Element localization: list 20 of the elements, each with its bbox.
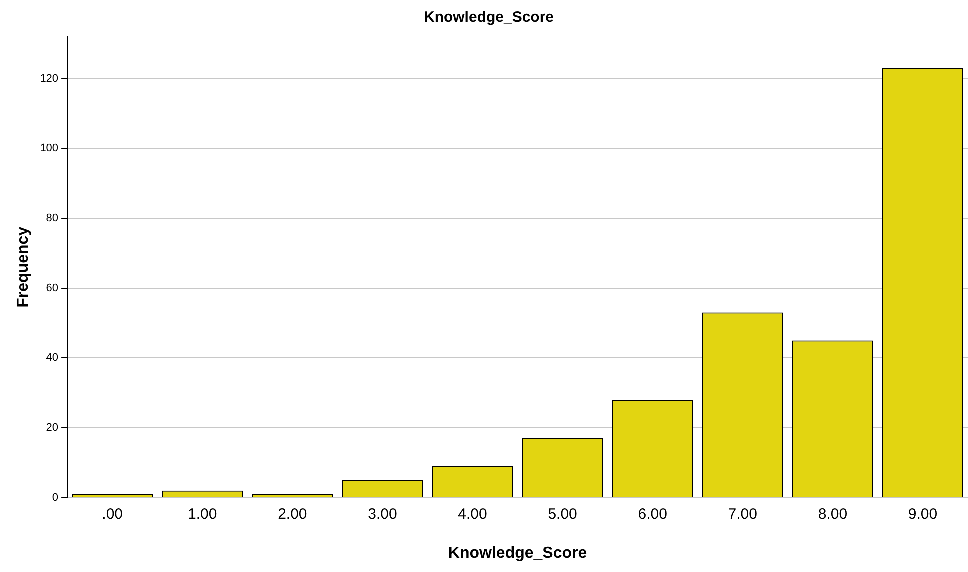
x-tick-label: 5.00 [548,506,578,523]
chart-title: Knowledge_Score [424,9,554,26]
x-tick-label: 7.00 [728,506,758,523]
x-tick-label: 2.00 [278,506,308,523]
y-tick-label: 20 [46,422,59,434]
x-tick-label: 6.00 [638,506,668,523]
y-tick-label: 60 [46,282,59,294]
x-tick-label: .00 [102,506,124,523]
y-tick-label: 80 [46,212,59,225]
x-tick-label: 1.00 [188,506,218,523]
x-tick-label: 3.00 [368,506,398,523]
x-tick-label: 9.00 [908,506,938,523]
x-tick-label: 4.00 [458,506,488,523]
y-tick-label: 120 [40,72,59,85]
y-axis-title: Frequency [15,226,32,308]
y-tick-label: 100 [40,142,59,155]
x-tick-label: 8.00 [818,506,848,523]
x-axis-title: Knowledge_Score [448,544,588,562]
y-tick-label: 40 [46,352,59,364]
y-tick-label: 0 [52,492,59,504]
